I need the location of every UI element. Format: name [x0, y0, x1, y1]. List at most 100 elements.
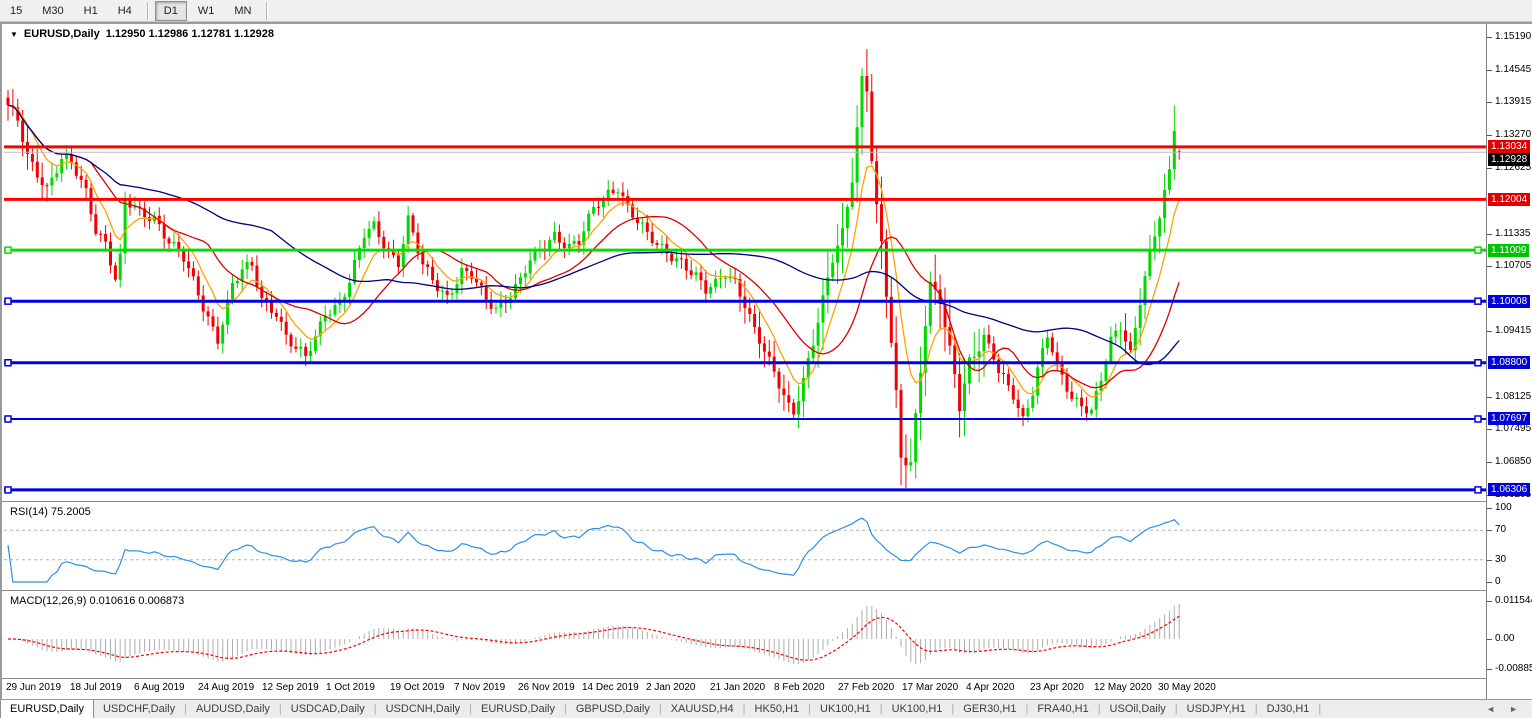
hline-handle[interactable]	[4, 486, 12, 494]
tab-uk100-h1-10[interactable]: UK100,H1	[891, 703, 943, 715]
date-label-29-jun-2019: 29 Jun 2019	[6, 682, 62, 693]
hline-handle[interactable]	[1474, 415, 1482, 423]
hline-handle[interactable]	[1474, 486, 1482, 494]
hline-1.11009[interactable]	[4, 246, 1486, 254]
price-tick-1.06850: 1.06850	[1486, 456, 1532, 467]
date-axis[interactable]: 29 Jun 2019 18 Jul 2019 6 Aug 2019 24 Aug 2…	[2, 679, 1532, 699]
timeframe-button-mn[interactable]: MN	[234, 4, 252, 17]
timeframe-button-15[interactable]: 15	[10, 4, 23, 17]
tab-divider: |	[808, 703, 812, 715]
date-label-8-feb-2020: 8 Feb 2020	[774, 682, 825, 693]
hline-handle[interactable]	[4, 415, 12, 423]
hline-1.06306[interactable]	[4, 486, 1486, 494]
pane-splitter-2[interactable]	[2, 590, 1532, 593]
tab-dj30-h1-15[interactable]: DJ30,H1	[1266, 703, 1310, 715]
hline-handle[interactable]	[1474, 359, 1482, 367]
tab-uk100-h1-9[interactable]: UK100,H1	[820, 703, 871, 715]
macd-signal-line	[8, 615, 1180, 661]
pane-splitter-1[interactable]	[2, 501, 1532, 504]
tab-eurusd-daily-0[interactable]: EURUSD,Daily	[0, 700, 94, 718]
hline-handle[interactable]	[1474, 246, 1482, 254]
chart-tab-bar: EURUSD,Daily USDCHF,Daily | AUDUSD,Daily | US…	[0, 699, 1532, 718]
price-tick-1.09415: 1.09415	[1486, 325, 1532, 336]
date-label-24-aug-2019: 24 Aug 2019	[198, 682, 255, 693]
date-label-6-aug-2019: 6 Aug 2019	[134, 682, 185, 693]
price-badge-1.12004: 1.12004	[1488, 193, 1531, 206]
chart-dropdown-icon[interactable]: ▼	[10, 29, 18, 39]
macd-tick-0.011544: 0.011544	[1487, 595, 1532, 606]
price-badge-1.13034: 1.13034	[1488, 140, 1531, 153]
tab-scroll-left-icon[interactable]: ◄	[1486, 704, 1496, 714]
price-tick-1.08125: 1.08125	[1486, 391, 1532, 402]
price-badge-1.12928: 1.12928	[1488, 153, 1531, 166]
toolbar-divider	[146, 1, 149, 20]
date-label-4-apr-2020: 4 Apr 2020	[966, 682, 1015, 693]
moving-average-ma-fast	[7, 104, 1180, 398]
timeframe-button-h1[interactable]: H1	[83, 4, 98, 17]
macd-chart-canvas[interactable]	[2, 592, 1486, 678]
price-tick-1.07495: 1.07495	[1486, 423, 1532, 434]
macd-label: MACD(12,26,9) 0.010616 0.006873	[10, 595, 185, 607]
date-label-12-may-2020: 12 May 2020	[1094, 682, 1152, 693]
tab-gbpusd-daily-6[interactable]: GBPUSD,Daily	[575, 703, 650, 715]
tab-divider: |	[1318, 703, 1322, 715]
hline-1.07697[interactable]	[4, 415, 1486, 423]
hline-handle[interactable]	[4, 246, 12, 254]
price-tick-1.15190: 1.15190	[1486, 31, 1532, 42]
tab-usdjpy-h1-14[interactable]: USDJPY,H1	[1186, 703, 1246, 715]
timeframe-button-m30[interactable]: M30	[42, 4, 64, 17]
tab-divider: |	[1097, 703, 1101, 715]
tab-audusd-daily-2[interactable]: AUDUSD,Daily	[195, 703, 270, 715]
rsi-label: RSI(14) 75.2005	[10, 506, 91, 518]
rsi-pane[interactable]: RSI(14) 75.2005	[2, 503, 1486, 590]
rsi-tick-0: 0	[1487, 576, 1501, 587]
tab-eurusd-daily-5[interactable]: EURUSD,Daily	[481, 703, 555, 715]
candlestick-chart-canvas[interactable]	[2, 24, 1486, 501]
tab-divider: |	[1254, 703, 1258, 715]
timeframe-button-d1[interactable]: D1	[154, 0, 187, 21]
date-label-17-mar-2020: 17 Mar 2020	[902, 682, 959, 693]
date-label-7-nov-2019: 7 Nov 2019	[454, 682, 506, 693]
price-tick-1.12625: 1.12625	[1486, 162, 1532, 173]
hline-handle[interactable]	[4, 297, 12, 305]
rsi-tick-30: 30	[1486, 554, 1507, 565]
date-label-18-jul-2019: 18 Jul 2019	[70, 682, 122, 693]
tab-divider: |	[564, 703, 567, 715]
chart-symbol-label: EURUSD,Daily	[23, 28, 100, 40]
macd-tick-0.00: 0.00	[1486, 633, 1515, 644]
rsi-tick-70: 70	[1486, 524, 1507, 535]
hline-1.088[interactable]	[4, 359, 1486, 367]
tab-xauusd-h4-7[interactable]: XAUUSD,H4	[670, 703, 734, 715]
macd-pane[interactable]: MACD(12,26,9) 0.010616 0.006873	[2, 592, 1486, 678]
hline-1.10008[interactable]	[4, 297, 1486, 305]
timeframe-button-w1[interactable]: W1	[197, 4, 215, 17]
date-label-21-jan-2020: 21 Jan 2020	[710, 682, 766, 693]
hline-handle[interactable]	[1474, 297, 1482, 305]
tab-usdcad-daily-3[interactable]: USDCAD,Daily	[290, 703, 365, 715]
tab-scroll-right-icon[interactable]: ►	[1509, 704, 1518, 714]
tab-usdchf-daily-1[interactable]: USDCHF,Daily	[102, 703, 176, 715]
hline-handle[interactable]	[4, 359, 12, 367]
timeframe-button-h4[interactable]: H4	[117, 4, 132, 17]
chart-ohlc-values: 1.12950 1.12986 1.12781 1.12928	[105, 28, 274, 40]
tab-usdcnh-daily-4[interactable]: USDCNH,Daily	[385, 703, 461, 715]
price-badge-1.07697: 1.07697	[1488, 412, 1531, 425]
tab-ger30-h1-11[interactable]: GER30,H1	[963, 703, 1017, 715]
price-tick-1.11335: 1.11335	[1486, 228, 1531, 239]
tab-divider: |	[742, 703, 746, 715]
tab-hk50-h1-8[interactable]: HK50,H1	[754, 703, 800, 715]
tab-divider: |	[1174, 703, 1178, 715]
rsi-chart-canvas[interactable]	[2, 503, 1486, 590]
tab-divider: |	[879, 703, 883, 715]
timeframe-toolbar: 15 M30 H1 H4 D1 W1 MN	[0, 0, 1532, 22]
chart-title: ▼ EURUSD,Daily 1.12950 1.12986 1.12781 1…	[10, 28, 274, 40]
date-label-26-nov-2019: 26 Nov 2019	[518, 682, 575, 693]
chart-window: ▼ EURUSD,Daily 1.12950 1.12986 1.12781 1…	[0, 22, 1532, 699]
candles-series	[6, 49, 1181, 488]
tab-fra40-h1-12[interactable]: FRA40,H1	[1037, 703, 1089, 715]
main-chart-pane[interactable]: ▼ EURUSD,Daily 1.12950 1.12986 1.12781 1…	[2, 24, 1486, 501]
tab-divider: |	[1025, 703, 1029, 715]
tab-usoil-daily-13[interactable]: USOil,Daily	[1109, 703, 1166, 715]
price-axis[interactable]: 1.15190 1.14545 1.13915 1.13270 1.12625 1.113…	[1486, 24, 1532, 699]
macd-tick--0.008858: -0.008858	[1486, 663, 1532, 674]
